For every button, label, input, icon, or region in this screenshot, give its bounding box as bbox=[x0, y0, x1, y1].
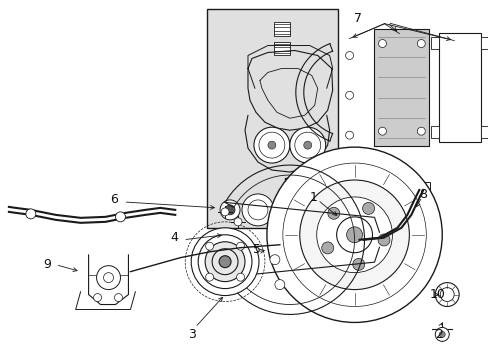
Text: 5: 5 bbox=[252, 243, 261, 256]
Circle shape bbox=[336, 217, 372, 253]
Text: 8: 8 bbox=[419, 188, 427, 202]
Circle shape bbox=[289, 127, 325, 163]
Circle shape bbox=[242, 194, 273, 226]
Circle shape bbox=[115, 212, 125, 222]
Circle shape bbox=[191, 228, 259, 296]
Text: 7: 7 bbox=[353, 12, 361, 25]
Text: 3: 3 bbox=[188, 328, 196, 341]
Polygon shape bbox=[430, 37, 438, 49]
Circle shape bbox=[416, 40, 425, 48]
Circle shape bbox=[434, 328, 448, 341]
Circle shape bbox=[96, 266, 120, 289]
Circle shape bbox=[26, 209, 36, 219]
Circle shape bbox=[345, 51, 353, 59]
Polygon shape bbox=[207, 9, 337, 228]
Circle shape bbox=[327, 207, 339, 219]
Circle shape bbox=[345, 91, 353, 99]
Text: 2: 2 bbox=[434, 328, 442, 341]
Circle shape bbox=[378, 127, 386, 135]
Circle shape bbox=[274, 280, 285, 289]
Circle shape bbox=[234, 218, 242, 226]
Circle shape bbox=[316, 197, 392, 273]
Circle shape bbox=[434, 283, 458, 306]
Circle shape bbox=[219, 256, 230, 268]
Circle shape bbox=[224, 205, 235, 215]
Text: 4: 4 bbox=[170, 231, 178, 244]
Circle shape bbox=[438, 332, 444, 337]
Polygon shape bbox=[374, 28, 428, 146]
Circle shape bbox=[321, 242, 333, 254]
Polygon shape bbox=[480, 37, 488, 49]
Polygon shape bbox=[438, 32, 480, 142]
Text: 10: 10 bbox=[428, 288, 444, 301]
Text: 9: 9 bbox=[43, 258, 51, 271]
Circle shape bbox=[236, 242, 244, 250]
Text: 6: 6 bbox=[110, 193, 118, 206]
Circle shape bbox=[253, 127, 289, 163]
Circle shape bbox=[416, 127, 425, 135]
Circle shape bbox=[303, 141, 311, 149]
Polygon shape bbox=[480, 126, 488, 138]
Circle shape bbox=[362, 202, 374, 214]
Circle shape bbox=[266, 147, 441, 323]
Circle shape bbox=[205, 273, 213, 281]
Circle shape bbox=[377, 234, 389, 246]
Circle shape bbox=[352, 258, 364, 270]
Circle shape bbox=[114, 293, 122, 302]
Bar bbox=[273, 41, 289, 55]
Circle shape bbox=[220, 200, 240, 220]
Bar bbox=[273, 22, 289, 36]
Circle shape bbox=[236, 273, 244, 281]
Circle shape bbox=[346, 227, 362, 243]
Circle shape bbox=[205, 242, 244, 282]
Circle shape bbox=[378, 40, 386, 48]
Circle shape bbox=[269, 255, 279, 265]
Circle shape bbox=[221, 208, 228, 216]
Circle shape bbox=[345, 131, 353, 139]
Circle shape bbox=[273, 194, 305, 226]
Circle shape bbox=[267, 141, 275, 149]
Circle shape bbox=[93, 293, 102, 302]
Polygon shape bbox=[430, 126, 438, 138]
Circle shape bbox=[205, 242, 213, 250]
Circle shape bbox=[299, 180, 408, 289]
Text: 1: 1 bbox=[309, 192, 317, 204]
Bar bbox=[415, 182, 429, 194]
